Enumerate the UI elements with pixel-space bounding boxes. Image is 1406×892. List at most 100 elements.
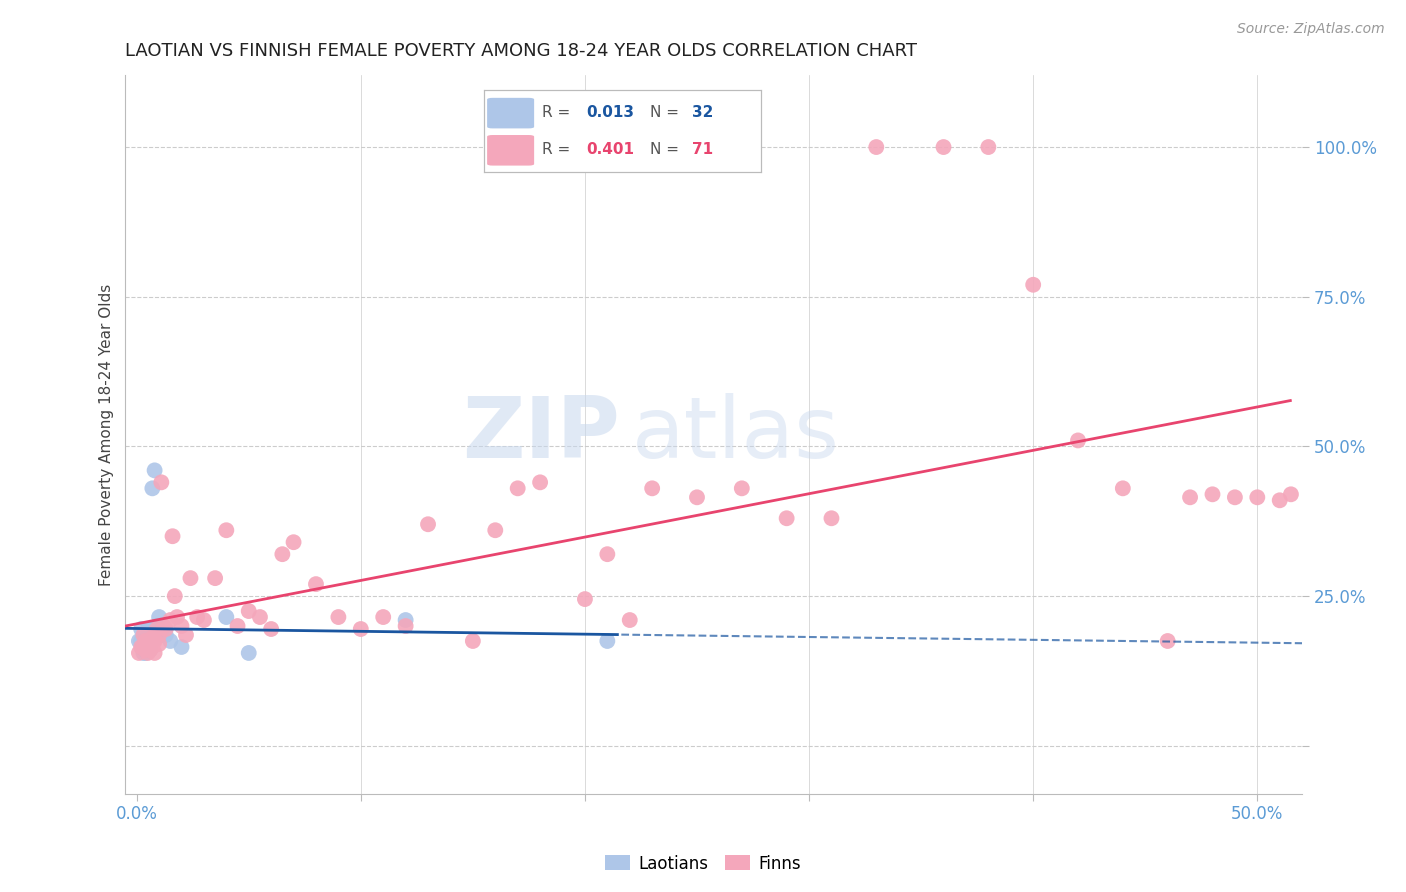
Point [416,517,439,532]
Point [139,643,162,657]
Point [1246,491,1268,505]
Point [129,634,152,648]
Point [249,610,271,624]
Point [529,475,551,490]
Point [328,610,350,624]
Point [226,619,249,633]
Point [128,646,150,660]
Point [143,463,166,477]
Point [215,523,238,537]
Point [1112,481,1135,495]
Point [373,610,395,624]
Point [394,619,416,633]
Point [132,634,155,648]
Point [159,613,181,627]
Point [146,622,169,636]
Point [129,640,152,654]
Point [132,640,155,654]
Point [1279,487,1302,501]
Point [350,622,373,636]
Point [141,634,163,648]
Point [135,643,157,657]
Point [1268,493,1291,508]
Point [174,628,197,642]
Point [136,622,159,636]
Point [1067,434,1090,448]
Point [179,571,201,585]
Point [135,634,157,648]
Point [135,643,157,657]
Point [141,631,163,645]
Point [135,637,157,651]
Point [135,643,157,657]
Y-axis label: Female Poverty Among 18-24 Year Olds: Female Poverty Among 18-24 Year Olds [100,284,114,585]
Point [150,628,173,642]
Point [305,577,328,591]
Point [132,640,155,654]
Point [152,619,174,633]
Point [204,571,226,585]
Point [260,622,283,636]
Point [1201,487,1223,501]
Point [170,619,193,633]
Point [141,481,163,495]
Point [193,613,215,627]
Point [129,622,152,636]
Point [641,481,664,495]
Text: ZIP: ZIP [463,393,620,476]
Point [163,589,186,603]
Point [148,628,170,642]
Point [1156,634,1178,648]
Point [139,634,162,648]
Point [141,634,163,648]
Point [394,613,416,627]
Text: Source: ZipAtlas.com: Source: ZipAtlas.com [1237,22,1385,37]
Point [150,475,173,490]
Text: LAOTIAN VS FINNISH FEMALE POVERTY AMONG 18-24 YEAR OLDS CORRELATION CHART: LAOTIAN VS FINNISH FEMALE POVERTY AMONG … [125,42,918,60]
Point [775,511,797,525]
Point [148,637,170,651]
Point [136,640,159,654]
Point [506,481,529,495]
Point [135,637,157,651]
Point [143,646,166,660]
Point [731,481,754,495]
Point [135,640,157,654]
Point [162,529,184,543]
Text: atlas: atlas [631,393,839,476]
Point [283,535,305,549]
Point [148,610,170,624]
Point [155,628,177,642]
Point [619,613,641,627]
Point [596,634,619,648]
Point [977,140,1000,154]
Point [1223,491,1246,505]
Point [143,634,166,648]
Point [136,634,159,648]
Point [820,511,842,525]
Point [141,622,163,636]
Point [238,604,260,618]
Point [1022,277,1045,292]
Point [135,646,157,660]
Point [128,634,150,648]
Point [186,610,208,624]
Point [166,610,188,624]
Legend: Laotians, Finns: Laotians, Finns [599,848,807,880]
Point [215,610,238,624]
Point [139,640,162,654]
Point [461,634,484,648]
Point [155,622,177,636]
Point [1178,491,1201,505]
Point [159,634,181,648]
Point [141,640,163,654]
Point [146,619,169,633]
Point [865,140,887,154]
Point [574,592,596,607]
Point [484,523,506,537]
Point [596,547,619,561]
Point [139,628,162,642]
Point [932,140,955,154]
Point [136,646,159,660]
Point [238,646,260,660]
